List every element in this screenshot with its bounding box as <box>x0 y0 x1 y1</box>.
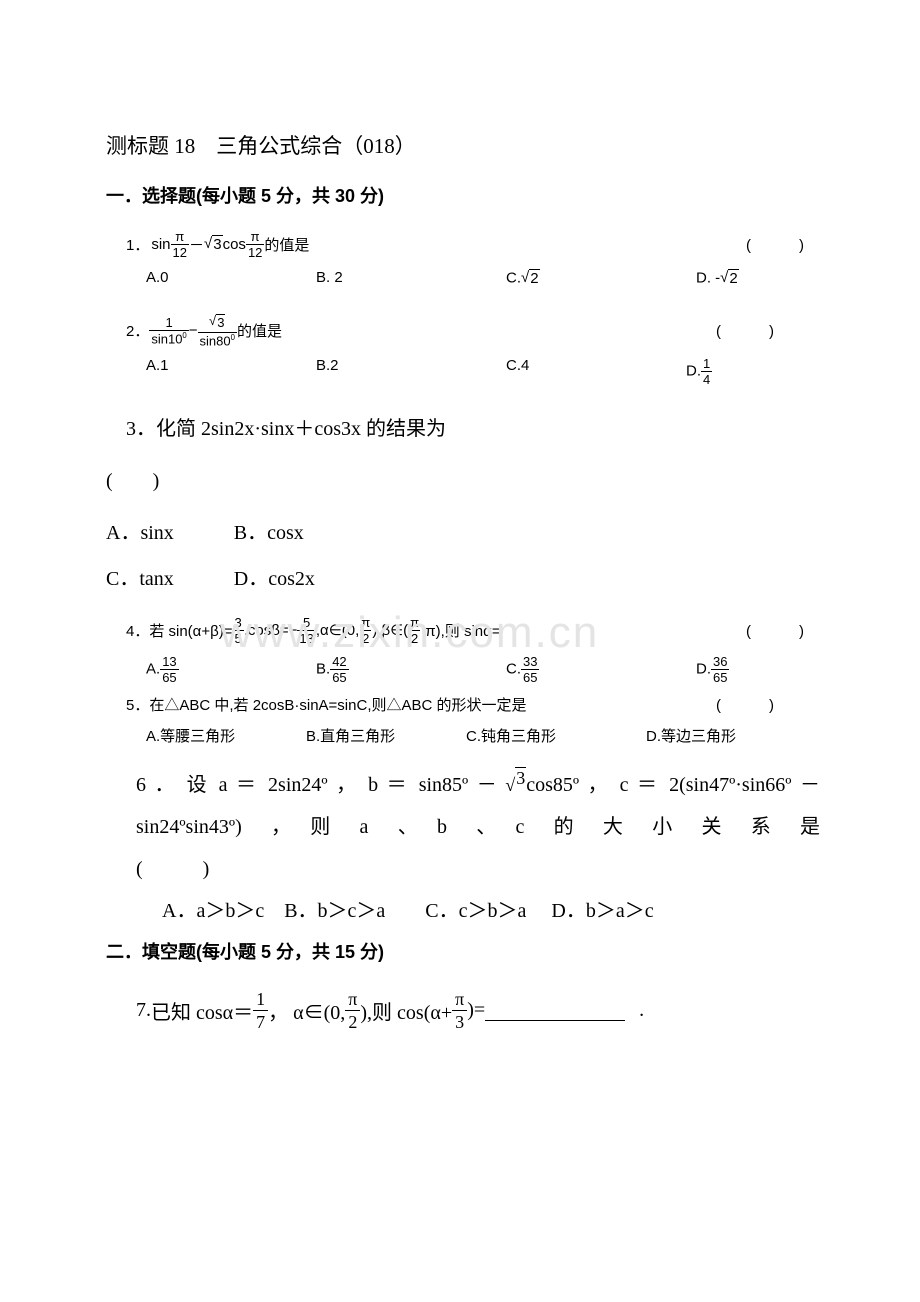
q4-t5: ,π),则 sinα= <box>421 620 500 641</box>
q1-opt-d: D. -2 <box>696 269 739 288</box>
q3-line1: 3．化简 2sin2x·sinx＋cos3x 的结果为 <box>106 406 820 452</box>
q2-num: 2． <box>126 320 149 341</box>
q2-frac1: 1sin100 <box>149 316 188 345</box>
q1-cos: cos <box>223 236 246 253</box>
q5-text: 5．在△ABC 中,若 2cosB·sinA=sinC,则△ABC 的形状一定是 <box>126 694 527 715</box>
q4-f1: 35 <box>233 616 244 645</box>
q1: 1． sin π12 － 3 cos π12 的值是 ( ) <box>106 230 820 259</box>
q4-t4: ),β∈( <box>372 621 408 639</box>
q7-f3: π3 <box>452 990 467 1031</box>
q5-opt-c: C.钝角三角形 <box>466 725 646 746</box>
q6-l1: 6 ． 设 a ＝ 2sin24º ， b ＝ sin85º － 3cos85º… <box>136 764 820 806</box>
q1-tail: 的值是 <box>264 234 309 255</box>
q5-options: A.等腰三角形 B.直角三角形 C.钝角三角形 D.等边三角形 <box>106 725 820 746</box>
q2-tail: 的值是 <box>237 320 282 341</box>
q2-opt-d: D.14 <box>686 357 712 386</box>
page-title: 测标题 18 三角公式综合（018） <box>106 130 820 160</box>
q4-f2: 513 <box>297 616 315 645</box>
q3-paren: ( ) <box>106 458 820 504</box>
q6-paren: ( ) <box>136 848 820 890</box>
q4-options: A.1365 B.4265 C.3365 D.3665 <box>106 655 820 684</box>
q1-frac1: π12 <box>171 230 189 259</box>
q1-minus: － <box>189 234 204 255</box>
q4-f3: π2 <box>359 616 372 645</box>
q4-f4: π2 <box>408 616 421 645</box>
q3: 3．化简 2sin2x·sinx＋cos3x 的结果为 ( ) A．sinx B… <box>106 406 820 602</box>
q1-options: A.0 B. 2 C.2 D. -2 <box>106 269 820 288</box>
section-2-head: 二．填空题(每小题 5 分，共 15 分) <box>106 938 820 964</box>
q6-l2: sin24ºsin43º) ， 则 a 、 b 、 c 的 大 小 关 系 是 <box>136 806 820 848</box>
q4-t2: ,cosβ=− <box>244 622 298 639</box>
q5-opt-d: D.等边三角形 <box>646 725 736 746</box>
q2-opt-a: A.1 <box>146 357 316 386</box>
q6-opts: A．a＞b＞c B．b＞c＞a C．c＞b＞a D．b＞a＞c <box>136 890 820 932</box>
q1-opt-b: B. 2 <box>316 269 506 288</box>
q7-blank <box>485 1000 625 1021</box>
q1-sqrt: 3 <box>204 235 223 254</box>
q1-sin: sin <box>151 236 170 253</box>
q4-t3: ,α∈(0, <box>316 621 359 639</box>
q1-opt-a: A.0 <box>146 269 316 288</box>
q2: 2． 1sin100 − 3sin800 的值是 ( ) <box>106 314 820 347</box>
q3-line4: C．tanx D．cos2x <box>106 556 820 602</box>
q5-paren: ( ) <box>716 694 780 715</box>
q4-paren: ( ) <box>746 620 810 641</box>
q2-paren: ( ) <box>716 320 780 341</box>
q4-opt-b: B.4265 <box>316 655 506 684</box>
q5-opt-a: A.等腰三角形 <box>146 725 306 746</box>
q4-opt-d: D.3665 <box>696 655 729 684</box>
q7-f2: π2 <box>345 990 360 1031</box>
q4-num: 4． <box>126 620 149 641</box>
q1-frac2: π12 <box>246 230 264 259</box>
q2-options: A.1 B.2 C.4 D.14 <box>106 357 820 386</box>
q4-opt-a: A.1365 <box>146 655 316 684</box>
q4: 4． 若 sin(α+β)= 35 ,cosβ=− 513 ,α∈(0, π2 … <box>106 616 820 645</box>
q7-t2: ， α∈(0, <box>268 996 345 1025</box>
q7-t1: 已知 cosα＝ <box>151 996 253 1025</box>
q1-num: 1． <box>126 234 149 255</box>
q4-opt-c: C.3365 <box>506 655 696 684</box>
q1-paren: ( ) <box>746 234 810 255</box>
q7-dot: . <box>639 999 644 1022</box>
q2-minus: − <box>189 322 198 339</box>
q2-opt-b: B.2 <box>316 357 506 386</box>
q2-opt-c: C.4 <box>506 357 686 386</box>
q7-f1: 17 <box>253 990 268 1031</box>
q7: 7. 已知 cosα＝ 17 ， α∈(0, π2 ),则 cos(α+ π3 … <box>106 990 820 1031</box>
q7-t4: )= <box>467 999 485 1022</box>
section-1-head: 一．选择题(每小题 5 分，共 30 分) <box>106 182 820 208</box>
q1-opt-c: C.2 <box>506 269 696 288</box>
q2-frac2: 3sin800 <box>198 314 237 347</box>
q5: 5．在△ABC 中,若 2cosB·sinA=sinC,则△ABC 的形状一定是… <box>106 694 820 715</box>
q4-t1: 若 sin(α+β)= <box>149 620 232 641</box>
q7-num: 7. <box>136 999 151 1022</box>
q5-opt-b: B.直角三角形 <box>306 725 466 746</box>
q7-t3: ),则 cos(α+ <box>360 996 452 1025</box>
q6: 6 ． 设 a ＝ 2sin24º ， b ＝ sin85º － 3cos85º… <box>106 764 820 932</box>
q3-line3: A．sinx B．cosx <box>106 510 820 556</box>
